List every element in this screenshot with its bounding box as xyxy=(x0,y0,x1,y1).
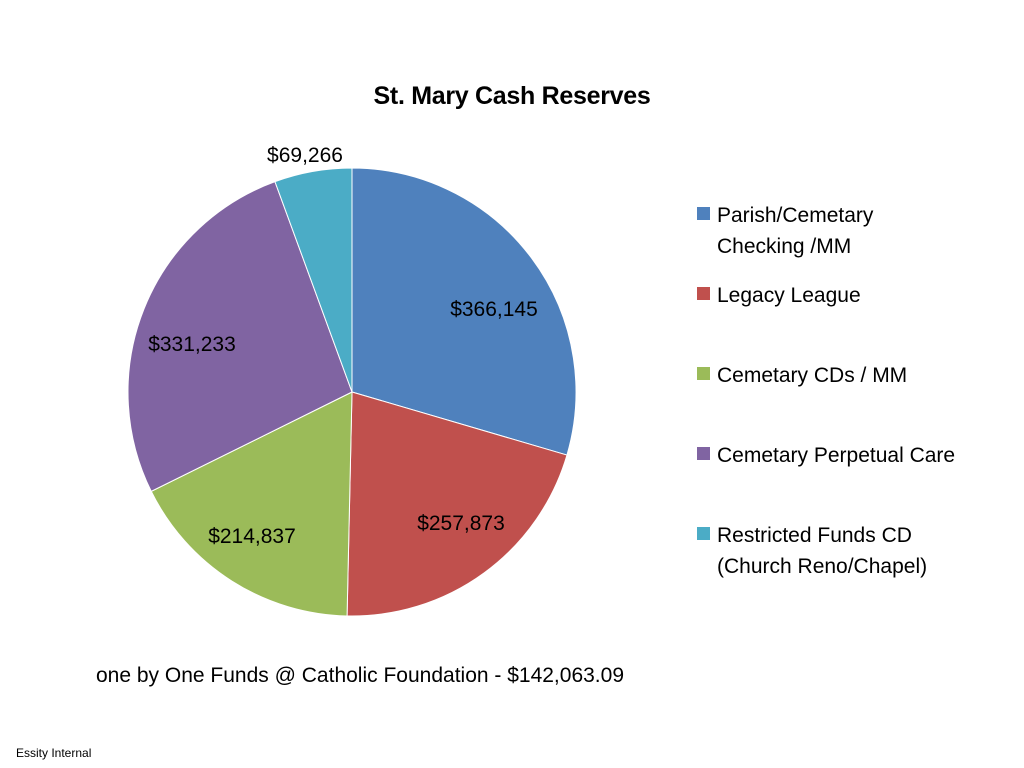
footer-classification: Essity Internal xyxy=(16,746,92,760)
legend-item-perpetual-care: Cemetary Perpetual Care xyxy=(697,440,1017,471)
data-label-legacy-league: $257,873 xyxy=(417,512,505,535)
legend-label-line: Legacy League xyxy=(717,284,861,307)
data-label-restricted-funds: $69,266 xyxy=(267,144,343,167)
legend-label-line: Cemetary Perpetual Care xyxy=(717,444,956,467)
legend-swatch-cemetary-cds xyxy=(697,367,710,380)
legend-label-line: Restricted Funds CD xyxy=(717,524,912,547)
legend-swatch-perpetual-care xyxy=(697,447,710,460)
legend-label-line: (Church Reno/Chapel) xyxy=(717,555,928,578)
chart-title: St. Mary Cash Reserves xyxy=(373,82,651,110)
legend-label-line: Parish/Cemetary xyxy=(717,204,874,227)
legend-item-legacy-league: Legacy League xyxy=(697,280,1017,311)
pie-slice-parish-checking xyxy=(351,167,577,456)
legend-label-legacy-league: Legacy League xyxy=(717,280,1007,311)
legend-item-restricted-funds: Restricted Funds CD (Church Reno/Chapel) xyxy=(697,520,1017,582)
legend-label-line: Cemetary CDs / MM xyxy=(717,364,908,387)
legend-label-restricted-funds: Restricted Funds CD (Church Reno/Chapel) xyxy=(717,520,1007,582)
legend-swatch-parish-checking xyxy=(697,207,710,220)
pie-slice-legacy-league xyxy=(346,391,568,617)
legend-label-perpetual-care: Cemetary Perpetual Care xyxy=(717,440,1007,471)
pie-slice-cemetary-cds xyxy=(150,391,353,617)
footnote: one by One Funds @ Catholic Foundation -… xyxy=(96,664,624,687)
data-label-perpetual-care: $331,233 xyxy=(148,333,236,356)
pie-slice-perpetual-care xyxy=(127,181,353,493)
legend-label-parish-checking: Parish/Cemetary Checking /MM xyxy=(717,200,1007,262)
data-label-parish-checking: $366,145 xyxy=(450,298,538,321)
legend-item-cemetary-cds: Cemetary CDs / MM xyxy=(697,360,1017,391)
legend-swatch-restricted-funds xyxy=(697,527,710,540)
pie-slice-restricted-funds xyxy=(274,167,353,393)
data-label-cemetary-cds: $214,837 xyxy=(208,525,296,548)
legend-swatch-legacy-league xyxy=(697,287,710,300)
legend-label-cemetary-cds: Cemetary CDs / MM xyxy=(717,360,1007,391)
legend-item-parish-checking: Parish/Cemetary Checking /MM xyxy=(697,200,1017,262)
legend-label-line: Checking /MM xyxy=(717,235,852,258)
